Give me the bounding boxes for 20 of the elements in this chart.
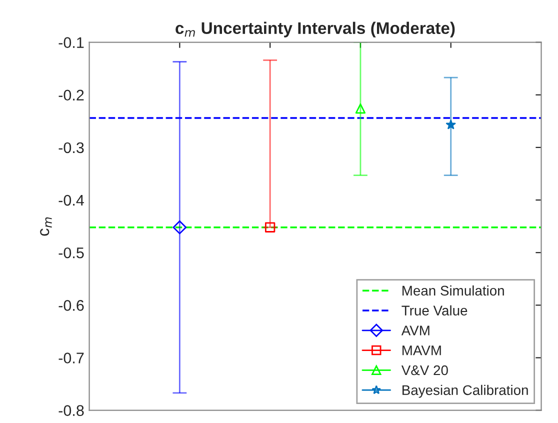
y-tick-label: -0.2 xyxy=(58,90,84,101)
y-tick-label: -0.7 xyxy=(58,352,84,364)
legend-label: V&V 20 xyxy=(401,365,448,376)
chart-title: c$_{m}$ Uncertainty Intervals (Moderate) xyxy=(176,22,455,38)
legend-label: MAVM xyxy=(402,346,441,356)
y-tick-label: -0.8 xyxy=(58,405,84,416)
y-tick-label: -0.4 xyxy=(58,194,84,206)
legend-label: True Value xyxy=(402,305,468,316)
legend-label: AVM xyxy=(401,326,430,336)
y-axis-title: c$_{m}$ xyxy=(40,217,52,236)
point xyxy=(264,222,276,232)
y-tick-label: -0.6 xyxy=(58,300,84,311)
point xyxy=(172,220,187,234)
y-tick-label: -0.5 xyxy=(58,247,84,258)
point xyxy=(355,103,366,114)
legend-label: Mean Simulation xyxy=(402,285,504,296)
y-tick-label: -0.3 xyxy=(58,142,84,154)
point xyxy=(446,120,456,130)
y-tick-label: -0.1 xyxy=(58,37,84,48)
legend-label: Bayesian Calibration xyxy=(402,384,528,398)
